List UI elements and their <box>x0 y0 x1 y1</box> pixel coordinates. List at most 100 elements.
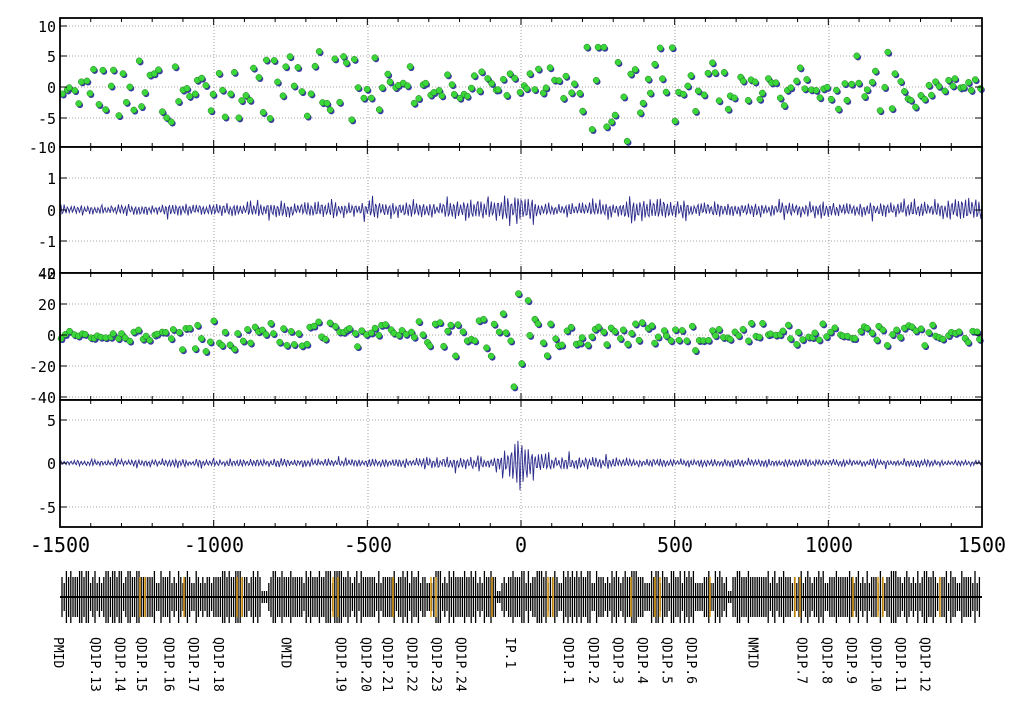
scatter-point-b-72 <box>348 116 356 124</box>
x-tick-label: -1000 <box>184 533 244 557</box>
scatter-point-b-200 <box>861 93 869 100</box>
lattice-label: QD1P.17 <box>185 637 200 692</box>
scatter-point-b-122 <box>546 64 554 72</box>
scatter-point-b-192 <box>827 95 835 103</box>
scatter-point-b-209 <box>897 333 904 341</box>
scatter-point-b-142 <box>628 329 636 337</box>
scatter-point-b-223 <box>951 75 959 82</box>
scatter-point-b-52 <box>266 115 274 122</box>
scatter-point-b-13 <box>110 66 117 74</box>
scatter-point-b-134 <box>594 43 602 51</box>
scatter-point-b-41 <box>221 113 229 121</box>
scatter-point-b-146 <box>644 75 652 83</box>
scatter-point-b-204 <box>875 322 883 330</box>
scatter-point-b-220 <box>939 335 947 343</box>
scatter-point-b-55 <box>279 92 287 100</box>
scatter-point-b-79 <box>375 331 383 339</box>
scatter-point-b-68 <box>332 323 339 330</box>
scatter-point-b-115 <box>518 360 526 367</box>
scatter-point-b-133 <box>592 76 600 84</box>
scatter-point-b-120 <box>539 89 547 97</box>
lattice-label: QD1P.24 <box>453 637 468 692</box>
scatter-point-b-105 <box>478 68 486 76</box>
scatter-point-b-182 <box>787 84 795 92</box>
scatter-point-b-125 <box>558 341 566 349</box>
scatter-point-b-206 <box>883 342 891 349</box>
scatter-point-b-22 <box>146 336 153 344</box>
scatter-point-b-136 <box>603 123 611 131</box>
scatter-point-b-54 <box>276 338 284 346</box>
scatter-point-b-121 <box>542 84 550 92</box>
y-tick-label: -2 <box>38 265 56 283</box>
scatter-point-b-148 <box>651 60 659 68</box>
scatter-point-b-26 <box>163 114 170 122</box>
scatter-point-b-25 <box>159 108 166 116</box>
scatter-point-b-162 <box>709 59 716 67</box>
scatter-point-b-14 <box>115 112 123 119</box>
y-tick-label: 1 <box>47 170 56 188</box>
scatter-point-b-201 <box>863 324 871 332</box>
scatter-point-b-74 <box>354 84 362 91</box>
scatter-point-b-113 <box>510 383 518 391</box>
scatter-point-b-192 <box>827 328 834 336</box>
scatter-point-b-123 <box>552 335 560 343</box>
scatter-point-b-189 <box>815 336 823 344</box>
series-line <box>59 195 983 227</box>
lattice-label: IP.1 <box>502 637 517 668</box>
y-tick-label: 40 <box>38 265 56 283</box>
lattice-label: QD1P.6 <box>683 637 698 684</box>
chart-panel-1: 10 5 0 -5 -10 <box>29 17 985 157</box>
scatter-point-b-10 <box>99 66 107 74</box>
scatter-point-b-77 <box>367 329 375 337</box>
scatter-point-b-19 <box>135 326 142 334</box>
scatter-point-b-78 <box>371 54 379 62</box>
scatter-point-b-73 <box>350 55 358 63</box>
scatter-point-b-2 <box>66 327 73 335</box>
scatter-point-b-48 <box>251 323 259 331</box>
scatter-point-b-54 <box>274 78 281 86</box>
x-tick-label: -1500 <box>30 533 90 557</box>
scatter-point-b-112 <box>507 337 515 345</box>
scatter-point-b-50 <box>258 326 266 334</box>
scatter-point-b-207 <box>889 331 896 338</box>
scatter-point-b-158 <box>692 347 699 354</box>
scatter-point-b-58 <box>290 341 298 348</box>
scatter-point-b-47 <box>247 339 254 347</box>
lattice-label: QD1P.15 <box>133 637 148 692</box>
scatter-point-b-212 <box>908 323 916 331</box>
scatter-point-b-143 <box>632 320 639 328</box>
scatter-point-b-210 <box>901 88 908 95</box>
scatter-point-b-98 <box>450 91 458 98</box>
scatter-point-b-105 <box>480 315 487 323</box>
scatter-point-b-7 <box>86 90 94 97</box>
scatter-point-b-162 <box>709 327 716 334</box>
scatter-point-b-216 <box>925 81 933 89</box>
scatter-point-b-199 <box>855 79 863 87</box>
scatter-point-b-116 <box>524 297 532 304</box>
scatter-point-b-27 <box>168 118 175 126</box>
scatter-point-b-199 <box>857 327 865 335</box>
scatter-point-b-180 <box>780 102 788 109</box>
scatter-point-b-23 <box>150 70 158 78</box>
scatter-point-b-24 <box>155 66 162 74</box>
scatter-point-b-34 <box>194 321 202 329</box>
scatter-point-b-126 <box>562 72 570 80</box>
scatter-point-b-212 <box>907 96 915 104</box>
scatter-point-b-96 <box>444 327 452 335</box>
scatter-point-b-87 <box>408 328 415 336</box>
scatter-point-b-172 <box>748 319 755 327</box>
scatter-point-b-16 <box>123 98 130 106</box>
chart-panel-4: 5 0 -5 -1500 -1000 -500 0 500 1000 1500 <box>30 399 1006 557</box>
scatter-point-b-117 <box>526 70 534 77</box>
scatter-point-b-114 <box>516 89 524 96</box>
lattice-label: QD1P.7 <box>794 637 809 684</box>
scatter-point-b-161 <box>704 69 712 77</box>
scatter-point-b-164 <box>715 326 723 333</box>
scatter-point-b-101 <box>463 92 471 100</box>
scatter-point-b-59 <box>294 64 302 71</box>
scatter-point-b-195 <box>841 80 849 87</box>
scatter-point-b-37 <box>206 338 214 346</box>
scatter-point-b-52 <box>267 320 275 327</box>
scatter-point-b-36 <box>202 348 210 355</box>
scatter-point-b-175 <box>759 319 766 327</box>
